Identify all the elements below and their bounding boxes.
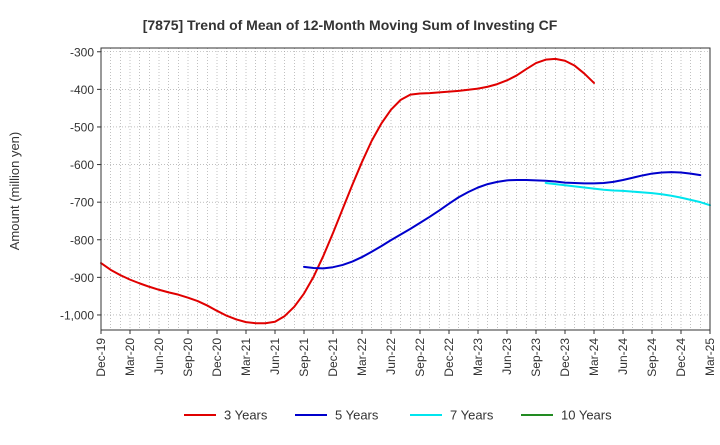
x-tick-label: Mar-23 (471, 338, 485, 376)
x-tick-label: Mar-20 (123, 338, 137, 376)
legend: 3 Years 5 Years 7 Years 10 Years (184, 408, 612, 423)
legend-label: 3 Years (224, 408, 268, 423)
plot-frame (101, 48, 710, 330)
x-tick-label: Jun-20 (152, 338, 166, 375)
x-axis-ticks: Dec-19 Mar-20 Jun-20 Sep-20 Dec-20 Mar-21 Jun-… (94, 330, 717, 377)
x-tick-label: Jun-23 (500, 338, 514, 375)
y-axis-ticks: -300 -400 -500 -600 -700 -800 -900 -1,000 (60, 45, 101, 322)
x-tick-label: Dec-24 (674, 338, 688, 377)
chart-container: [7875] Trend of Mean of 12-Month Moving … (0, 0, 720, 440)
grid-layer (101, 48, 710, 330)
x-tick-label: Dec-21 (326, 338, 340, 377)
y-tick-label: -400 (70, 83, 94, 97)
x-tick-label: Jun-24 (616, 338, 630, 375)
x-tick-label: Sep-21 (297, 338, 311, 377)
y-tick-label: -800 (70, 233, 94, 247)
x-tick-label: Sep-22 (413, 338, 427, 377)
x-tick-label: Dec-19 (94, 338, 108, 377)
legend-label: 10 Years (561, 408, 612, 423)
x-tick-label: Jun-21 (268, 338, 282, 375)
y-tick-label: -300 (70, 45, 94, 59)
series-layer (101, 59, 710, 323)
x-tick-label: Sep-24 (645, 338, 659, 377)
x-tick-label: Jun-22 (384, 338, 398, 375)
x-tick-label: Dec-20 (210, 338, 224, 377)
series-line-3-years (101, 59, 594, 323)
legend-label: 7 Years (450, 408, 494, 423)
y-tick-label: -600 (70, 158, 94, 172)
x-tick-label: Mar-22 (355, 338, 369, 376)
series-line-5-years (304, 172, 700, 268)
chart-svg: [7875] Trend of Mean of 12-Month Moving … (0, 0, 720, 440)
y-tick-label: -1,000 (60, 308, 94, 322)
x-tick-label: Mar-21 (239, 338, 253, 376)
y-tick-label: -700 (70, 196, 94, 210)
chart-title: [7875] Trend of Mean of 12-Month Moving … (143, 17, 558, 33)
series-line-7-years (546, 183, 710, 205)
x-tick-label: Sep-20 (181, 338, 195, 377)
x-tick-label: Dec-22 (442, 338, 456, 377)
x-tick-label: Mar-25 (703, 338, 717, 376)
x-tick-label: Mar-24 (587, 338, 601, 376)
x-tick-label: Dec-23 (558, 338, 572, 377)
y-axis-label: Amount (million yen) (7, 132, 22, 251)
y-tick-label: -900 (70, 271, 94, 285)
y-tick-label: -500 (70, 120, 94, 134)
x-tick-label: Sep-23 (529, 338, 543, 377)
legend-label: 5 Years (335, 408, 379, 423)
